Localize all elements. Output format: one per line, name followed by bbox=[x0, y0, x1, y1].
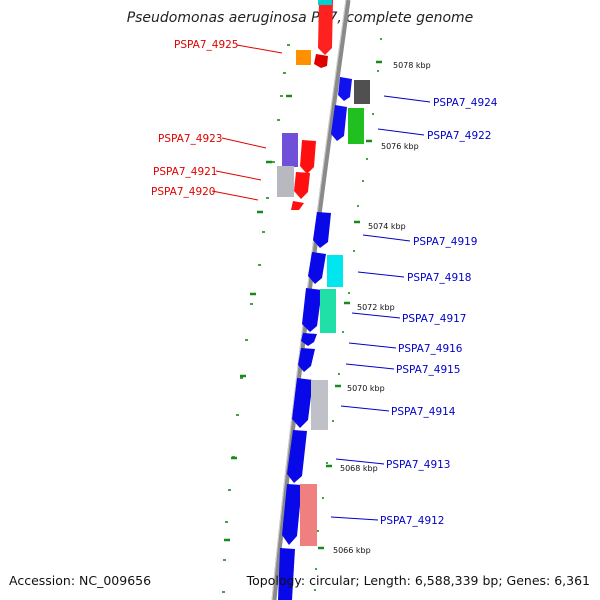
major-tick-marks bbox=[224, 60, 382, 550]
gene-block bbox=[354, 80, 370, 104]
gene-label[interactable]: PSPA7_4913 bbox=[386, 459, 451, 471]
kbp-label: 5078 kbp bbox=[393, 61, 431, 70]
kbp-markers: 5078 kbp 5076 kbp 5074 kbp 5072 kbp 5070… bbox=[333, 61, 431, 555]
gene-label[interactable]: PSPA7_4912 bbox=[380, 515, 445, 527]
gene-block bbox=[318, 0, 333, 55]
gene-label[interactable]: PSPA7_4923 bbox=[158, 133, 223, 145]
gene-block bbox=[314, 54, 328, 68]
gene-label[interactable]: PSPA7_4917 bbox=[402, 313, 467, 325]
gene-block bbox=[327, 255, 343, 287]
gene-block bbox=[277, 166, 294, 197]
label-leader-lines bbox=[211, 44, 431, 521]
gene-block bbox=[320, 289, 336, 333]
gene-block bbox=[308, 252, 326, 284]
topology-text: Topology: circular; Length: 6,588,339 bp… bbox=[246, 573, 590, 588]
gene-block bbox=[338, 77, 352, 101]
gene-label[interactable]: PSPA7_4918 bbox=[407, 272, 472, 284]
gene-block bbox=[300, 484, 317, 546]
gene-block bbox=[348, 108, 364, 144]
outer-tick-ring bbox=[314, 38, 382, 591]
gene-block bbox=[291, 201, 304, 210]
gene-label[interactable]: PSPA7_4915 bbox=[396, 364, 461, 376]
gene-block bbox=[287, 430, 307, 483]
forward-strand-genes bbox=[278, 0, 370, 600]
gene-label[interactable]: PSPA7_4916 bbox=[398, 343, 463, 355]
accession-text: Accession: NC_009656 bbox=[9, 573, 152, 588]
right-gene-labels: PSPA7_4924 PSPA7_4922 PSPA7_4919 PSPA7_4… bbox=[380, 97, 498, 527]
kbp-label: 5070 kbp bbox=[347, 384, 385, 393]
left-gene-labels: PSPA7_4925 PSPA7_4923 PSPA7_4921 PSPA7_4… bbox=[151, 39, 239, 198]
gene-label[interactable]: PSPA7_4924 bbox=[433, 97, 498, 109]
gene-label[interactable]: PSPA7_4922 bbox=[427, 130, 492, 142]
gene-block bbox=[302, 288, 322, 332]
gene-block bbox=[331, 105, 347, 141]
kbp-label: 5072 kbp bbox=[357, 303, 395, 312]
map-title: Pseudomonas aeruginosa PA7, complete gen… bbox=[126, 10, 474, 26]
gene-block bbox=[294, 172, 310, 199]
kbp-label: 5074 kbp bbox=[368, 222, 406, 231]
gene-label[interactable]: PSPA7_4920 bbox=[151, 186, 216, 198]
gene-block bbox=[300, 140, 316, 174]
gene-block bbox=[282, 484, 302, 545]
gene-block bbox=[313, 212, 331, 248]
gene-label[interactable]: PSPA7_4914 bbox=[391, 406, 456, 418]
gene-block bbox=[278, 548, 295, 600]
inner-tick-ring bbox=[222, 44, 290, 593]
gene-label[interactable]: PSPA7_4919 bbox=[413, 236, 478, 248]
gene-block bbox=[301, 333, 317, 346]
gene-block bbox=[318, 0, 332, 5]
gene-block bbox=[282, 133, 298, 167]
gene-block bbox=[296, 50, 311, 65]
gene-label[interactable]: PSPA7_4925 bbox=[174, 39, 239, 51]
gene-label[interactable]: PSPA7_4921 bbox=[153, 166, 218, 178]
gene-block bbox=[311, 380, 328, 430]
reverse-strand-genes bbox=[277, 50, 311, 197]
kbp-label: 5068 kbp bbox=[340, 464, 378, 473]
kbp-label: 5076 kbp bbox=[381, 142, 419, 151]
kbp-label: 5066 kbp bbox=[333, 546, 371, 555]
gene-block bbox=[298, 348, 315, 372]
gene-block bbox=[292, 378, 313, 428]
